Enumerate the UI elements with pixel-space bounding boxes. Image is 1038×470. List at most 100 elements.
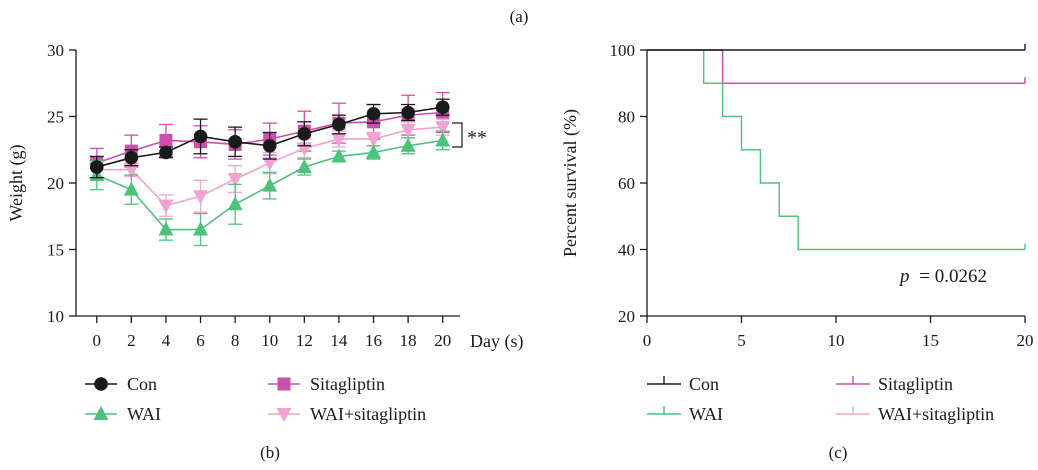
survival-con (647, 44, 1026, 51)
y-tick-label: 80 (618, 108, 635, 127)
weight-x-ticks: 0 2 4 6 8 10 12 14 16 18 20 (93, 316, 451, 350)
data-point (123, 163, 139, 178)
legend-label: Con (127, 374, 157, 394)
y-tick-label: 40 (618, 241, 635, 260)
x-tick-label: 16 (365, 331, 382, 350)
data-point (158, 221, 174, 236)
legend-label: Sitagliptin (310, 374, 385, 394)
series-wai (89, 130, 451, 247)
series-con (89, 98, 450, 179)
data-point (332, 117, 346, 132)
weight-x-axis-title: Day (s) (470, 331, 523, 352)
y-tick-label: 10 (47, 307, 64, 326)
x-tick-label: 20 (1017, 331, 1034, 350)
data-point (262, 177, 278, 192)
data-point (193, 129, 208, 144)
legend-item: Sitagliptin (836, 374, 953, 394)
legend-label: WAI+sitagliptin (310, 404, 426, 424)
legend-marker (277, 377, 291, 391)
legend-label: Sitagliptin (878, 374, 953, 394)
weight-series (89, 91, 451, 247)
x-tick-label: 14 (330, 331, 348, 350)
p-value-annotation: p = 0.0262 (898, 266, 987, 287)
data-point (159, 145, 173, 160)
x-tick-label: 8 (231, 331, 240, 350)
data-point (193, 190, 209, 205)
data-point (297, 126, 312, 141)
data-point (366, 133, 382, 148)
weight-y-axis-title: Weight (g) (6, 144, 27, 221)
x-tick-label: 20 (434, 331, 451, 350)
y-tick-label: 20 (47, 174, 64, 193)
data-point (262, 138, 277, 153)
x-tick-label: 10 (261, 331, 278, 350)
data-point (435, 100, 450, 114)
weight-y-ticks: 10 15 20 25 30 (47, 41, 76, 326)
data-point (296, 159, 312, 174)
data-point (331, 148, 347, 163)
panel-b-label: (b) (260, 443, 280, 462)
figure-top-label: (a) (510, 7, 529, 26)
y-tick-label: 30 (47, 41, 64, 60)
data-point (123, 181, 139, 196)
legend-marker (276, 408, 292, 422)
data-point (401, 105, 415, 120)
legend-marker (94, 377, 108, 391)
x-tick-label: 18 (400, 331, 417, 350)
survival-legend: Con Sitagliptin WAI WAI+sitagliptin (647, 374, 994, 424)
survival-step-line (647, 49, 1025, 251)
x-tick-label: 5 (737, 331, 746, 350)
survival-y-ticks: 20 40 60 80 100 (610, 41, 647, 326)
x-tick-label: 4 (162, 331, 171, 350)
legend-label: WAI (689, 404, 723, 424)
x-tick-label: 0 (93, 331, 102, 350)
survival-wai (647, 49, 1026, 251)
data-point (331, 133, 347, 148)
y-tick-label: 100 (610, 41, 636, 60)
legend-item: WAI (85, 404, 161, 424)
p-value-symbol: p (898, 266, 910, 287)
survival-series (647, 44, 1026, 251)
legend-item: Con (85, 374, 157, 394)
legend-label: WAI (127, 404, 161, 424)
x-tick-label: 15 (922, 331, 939, 350)
y-tick-label: 20 (618, 307, 635, 326)
survival-chart: 20 40 60 80 100 0 5 10 15 20 Percent survival (%… (560, 41, 1034, 462)
legend-label: WAI+sitagliptin (878, 404, 994, 424)
data-point (228, 134, 242, 149)
survival-x-ticks: 0 5 10 15 20 (643, 316, 1034, 350)
data-point (159, 133, 173, 147)
x-tick-label: 0 (643, 331, 652, 350)
significance-annotation: ** (467, 127, 487, 149)
data-point (400, 137, 416, 152)
data-point (366, 107, 381, 121)
p-value-text: = 0.0262 (919, 266, 987, 287)
data-point (435, 121, 451, 136)
data-point (227, 173, 243, 188)
weight-legend: Con Sitagliptin WAI WAI+sitagliptin (85, 374, 426, 424)
panel-c-label: (c) (829, 443, 848, 462)
legend-item: Sitagliptin (268, 374, 385, 394)
data-point (89, 160, 104, 174)
data-point (366, 144, 382, 159)
data-point (158, 199, 174, 214)
legend-label: Con (689, 374, 719, 394)
data-point (400, 123, 416, 138)
legend-item: WAI (647, 404, 723, 424)
legend-item: Con (647, 374, 719, 394)
y-tick-label: 15 (47, 241, 64, 260)
data-point (227, 196, 243, 211)
x-tick-label: 10 (828, 331, 845, 350)
legend-marker (93, 406, 109, 420)
x-tick-label: 2 (127, 331, 136, 350)
survival-y-axis-title: Percent survival (%) (560, 109, 581, 257)
x-tick-label: 12 (296, 331, 313, 350)
significance-bracket (452, 122, 463, 148)
data-point (124, 150, 139, 165)
data-point (435, 132, 451, 147)
y-tick-label: 60 (618, 174, 635, 193)
legend-item: WAI+sitagliptin (268, 404, 426, 424)
y-tick-label: 25 (47, 108, 64, 127)
data-point (193, 221, 209, 236)
